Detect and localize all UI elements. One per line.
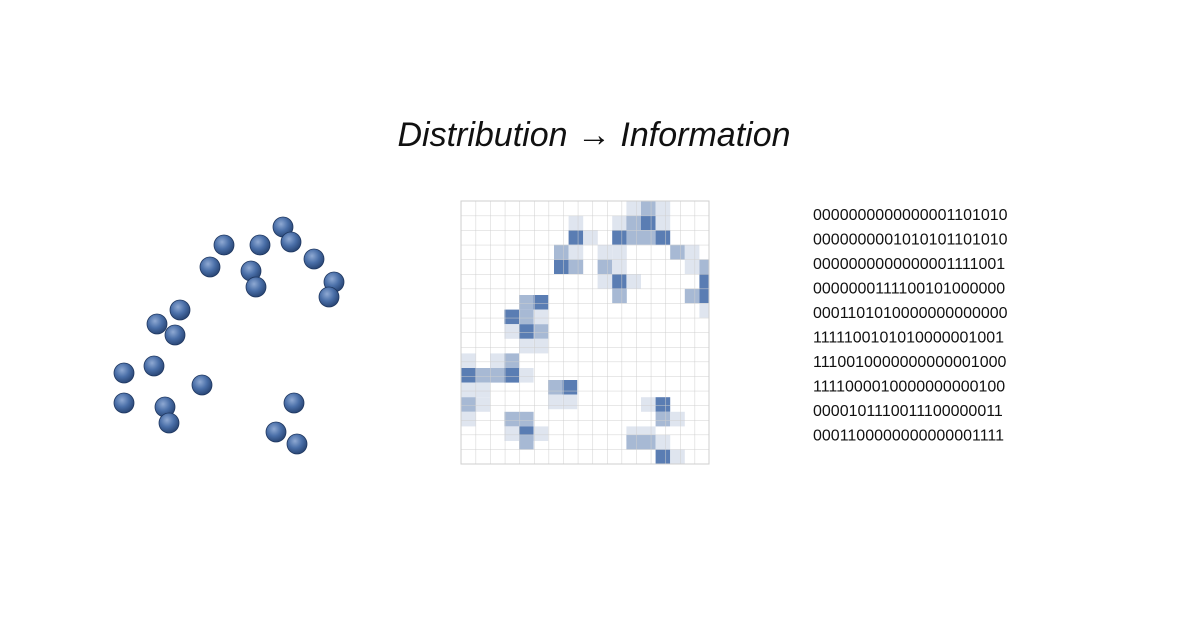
- berry: [199, 256, 221, 278]
- blueberries: [113, 216, 345, 455]
- berry: [245, 276, 267, 298]
- binary-line: 0001101010000000000000: [813, 305, 1008, 322]
- binary-line: 0000000111100101000000: [813, 281, 1005, 298]
- berry: [164, 324, 186, 346]
- title: Distribution → Information: [397, 116, 790, 154]
- berry: [146, 313, 168, 335]
- berry: [265, 421, 287, 443]
- heatmap: [460, 200, 710, 465]
- berry: [113, 362, 135, 384]
- binary-line: 0000000000000001111001: [813, 256, 1005, 273]
- berry: [249, 234, 271, 256]
- grid: [460, 200, 710, 465]
- berry: [113, 392, 135, 414]
- binary-line: 1111100101010000001001: [813, 330, 1004, 347]
- binary-line: 0000000000000001101010: [813, 207, 1008, 224]
- binary-line: 0000000001010101101010: [813, 232, 1008, 249]
- berry: [143, 355, 165, 377]
- berry: [213, 234, 235, 256]
- binary-line: 0000101110011100000011: [813, 403, 1003, 420]
- binary-line: 1111000010000000000100: [813, 379, 1005, 396]
- binary-line: 1110010000000000001000: [813, 354, 1006, 371]
- binary-line: 0001100000000000001111: [813, 428, 1004, 445]
- berry: [318, 286, 340, 308]
- berry: [280, 231, 302, 253]
- berry: [283, 392, 305, 414]
- binary-text: 0000000000000001101010 000000000101010110…: [813, 207, 1008, 445]
- berry: [191, 374, 213, 396]
- berry: [169, 299, 191, 321]
- berry: [286, 433, 308, 455]
- berry: [303, 248, 325, 270]
- berry: [158, 412, 180, 434]
